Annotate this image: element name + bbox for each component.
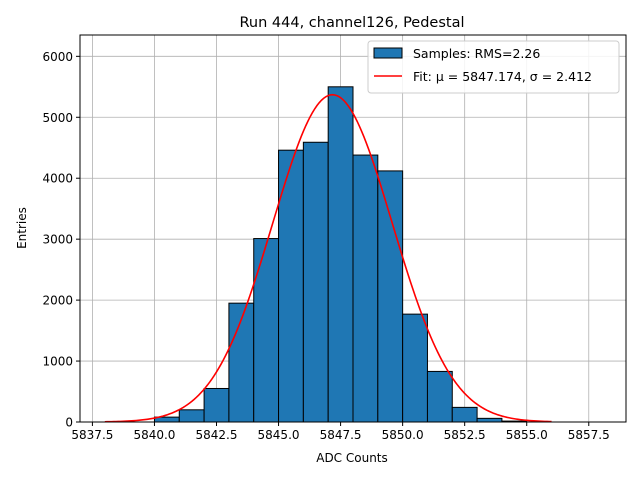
x-tick-label: 5837.5 (71, 428, 113, 442)
y-tick-label: 0 (65, 416, 73, 430)
x-tick-label: 5855.0 (506, 428, 548, 442)
histogram-bar (302, 141, 329, 423)
x-axis-label: ADC Counts (316, 451, 388, 465)
y-axis-label: Entries (15, 207, 29, 249)
x-tick-label: 5840.0 (133, 428, 175, 442)
histogram-bars (153, 86, 528, 423)
x-tick-label: 5847.5 (320, 428, 362, 442)
histogram-bar (377, 170, 404, 423)
histogram-bar (327, 86, 354, 423)
legend-histogram-label: Samples: RMS=2.26 (413, 46, 540, 61)
legend-histogram-swatch (373, 47, 403, 59)
x-tick-label: 5857.5 (568, 428, 610, 442)
x-tick-label: 5845.0 (258, 428, 300, 442)
fit-curve (104, 93, 552, 423)
histogram-bar (178, 409, 205, 423)
chart-title: Run 444, channel126, Pedestal (239, 15, 464, 31)
histogram-bar (476, 417, 503, 423)
y-tick-label: 6000 (42, 50, 73, 64)
y-tick-label: 5000 (42, 111, 73, 125)
y-tick-label: 4000 (42, 172, 73, 186)
y-tick-label: 1000 (42, 355, 73, 369)
legend-box (367, 40, 620, 94)
x-tick-label: 5852.5 (444, 428, 486, 442)
y-tick-label: 3000 (42, 233, 73, 247)
histogram-bar (203, 387, 230, 423)
x-tick-label: 5850.0 (382, 428, 424, 442)
histogram-bar (426, 370, 453, 423)
legend-fit-label: Fit: μ = 5847.174, σ = 2.412 (413, 69, 592, 84)
x-tick-label: 5842.5 (196, 428, 238, 442)
y-tick-label: 2000 (42, 294, 73, 308)
histogram-bar (451, 406, 478, 423)
plot-frame (79, 34, 627, 423)
histogram-bar (352, 154, 379, 423)
legend: Samples: RMS=2.26 Fit: μ = 5847.174, σ =… (367, 40, 620, 94)
histogram-bar (253, 238, 280, 423)
x-axis-ticks: 5837.5 5840.0 5842.5 5845.0 5847.5 5850.0 5852… (71, 422, 610, 442)
y-axis-ticks: 0 1000 2000 3000 4000 5000 6000 (42, 50, 80, 430)
histogram-bar (402, 313, 428, 423)
